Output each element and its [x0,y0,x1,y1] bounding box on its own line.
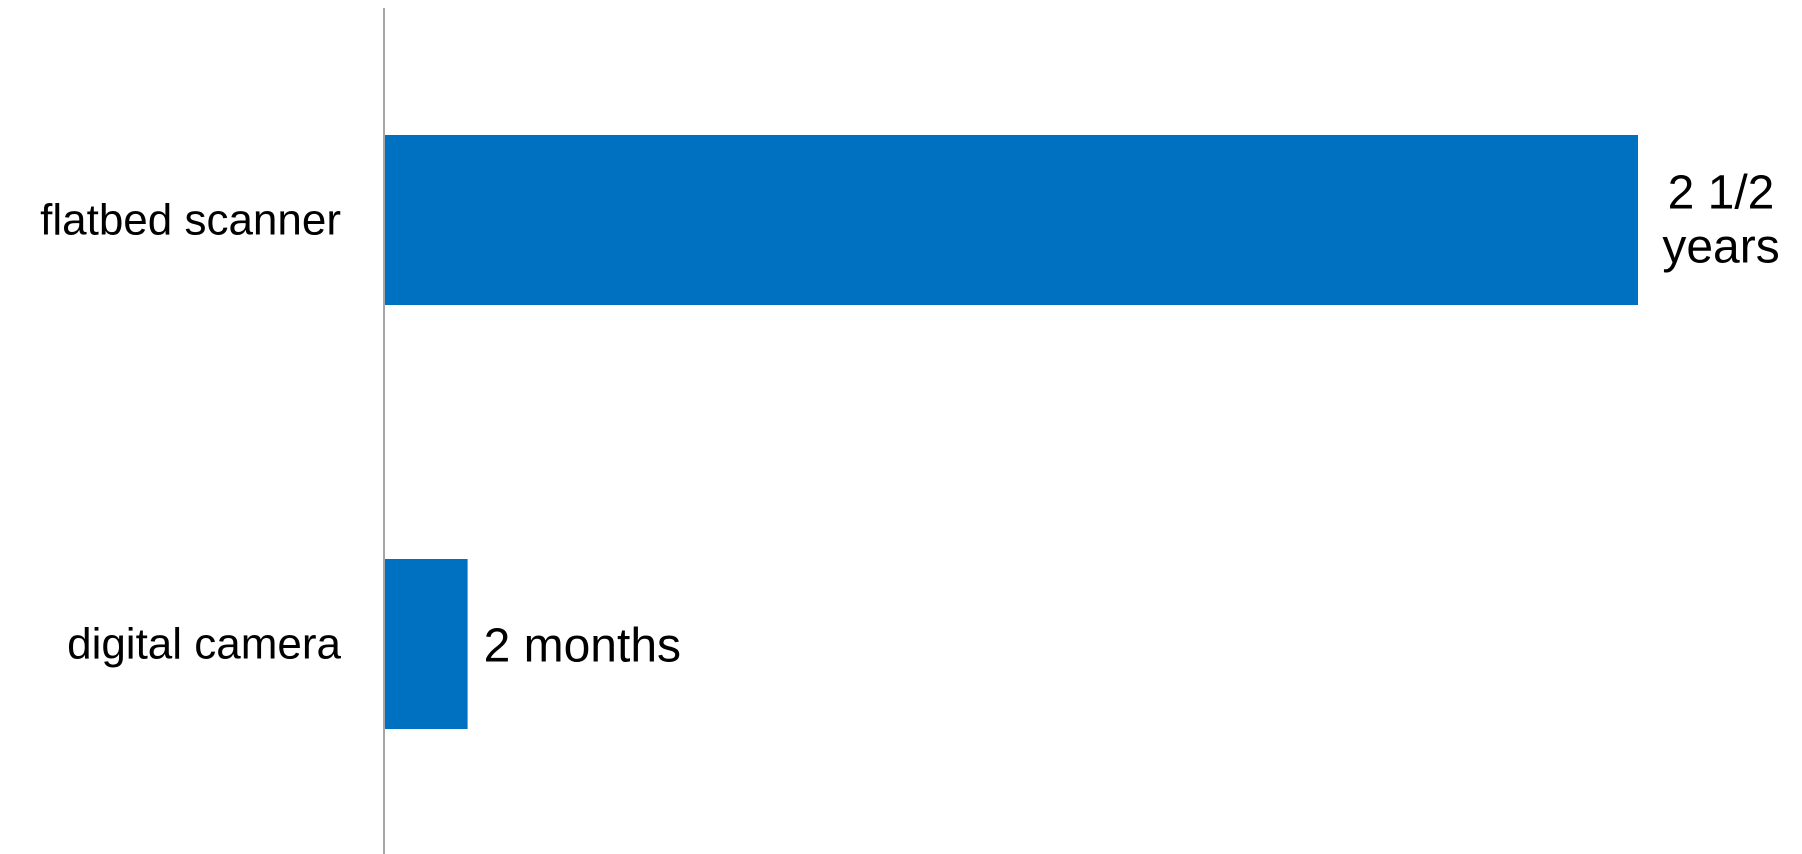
data-label-line: 2 1/2 [1668,167,1775,220]
bar-digital-camera [384,559,468,729]
data-label: 2 1/2 years [1662,167,1779,274]
category-labels-group: flatbed scanner digital camera [40,196,341,669]
category-label: flatbed scanner [40,196,341,245]
category-label: digital camera [67,620,341,669]
data-labels-group: 2 1/2 years 2 months [484,167,1780,673]
data-label-line: years [1662,221,1779,274]
data-label: 2 months [484,620,681,673]
bars-group [384,135,1638,729]
bar-flatbed-scanner [384,135,1638,305]
